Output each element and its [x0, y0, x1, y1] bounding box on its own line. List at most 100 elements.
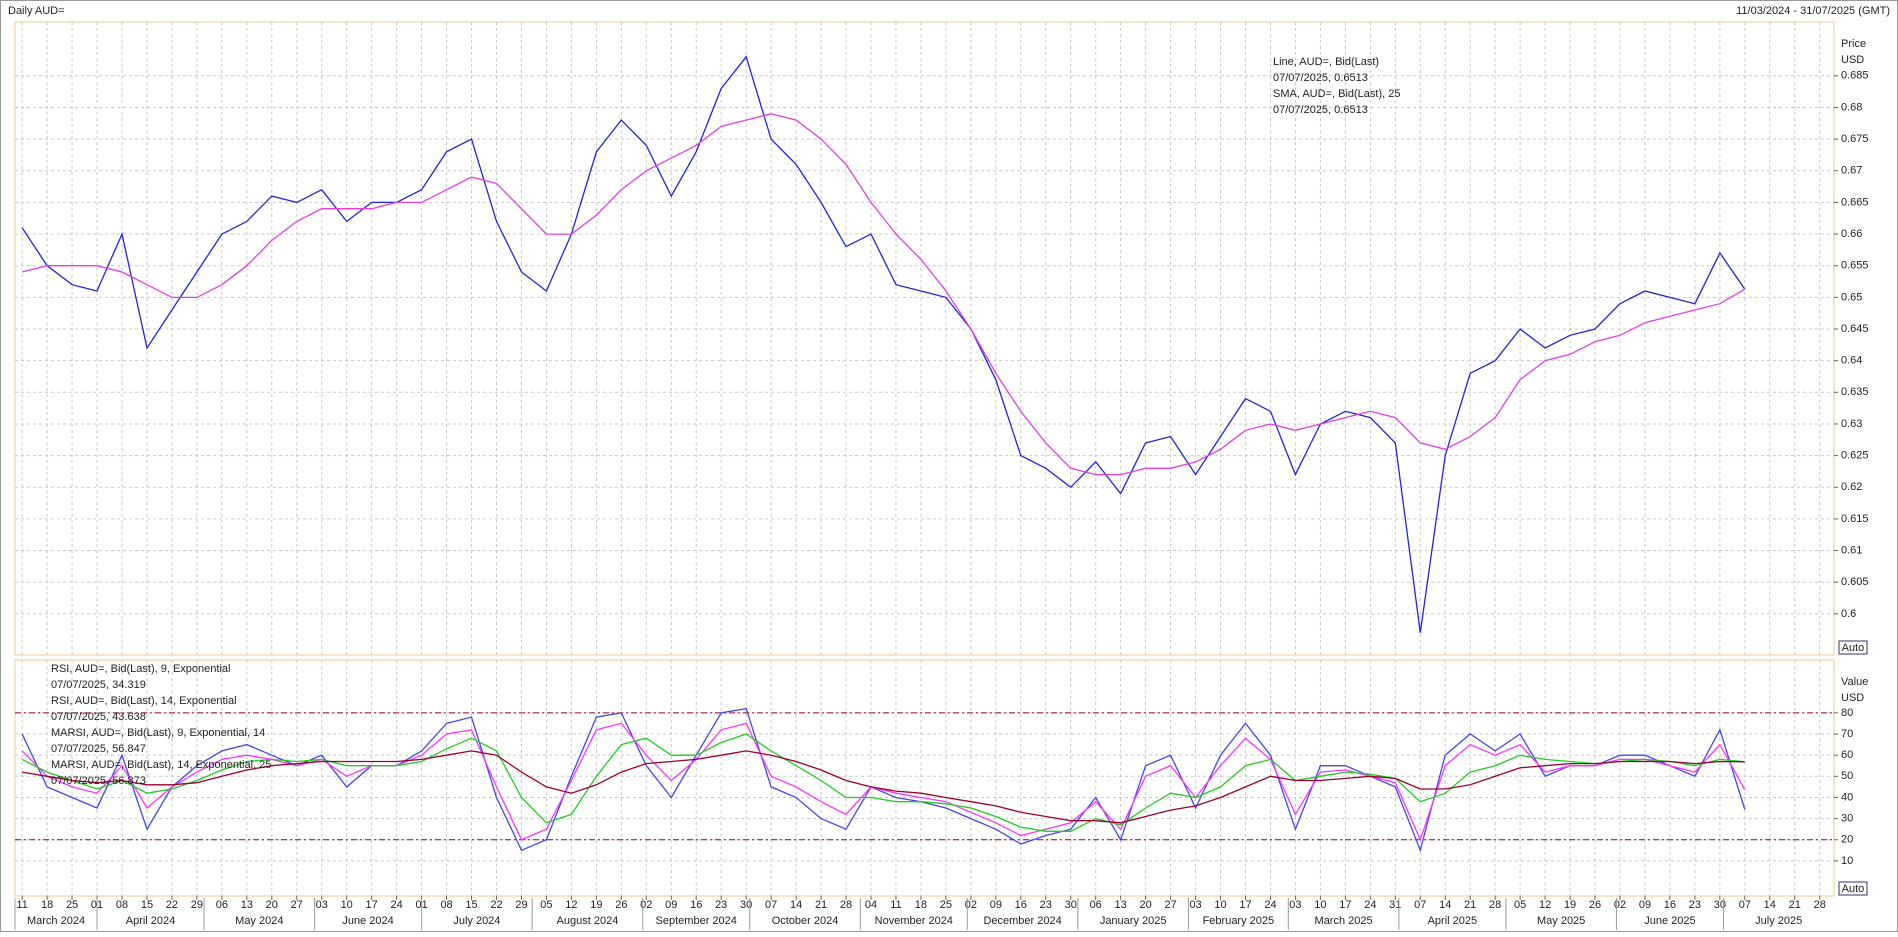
legend-name: RSI, AUD=, Bid(Last), 14, Exponential — [51, 695, 237, 707]
x-tick-label: 22 — [166, 899, 178, 911]
x-tick-label: 26 — [1589, 899, 1601, 911]
x-tick-label: 29 — [515, 899, 527, 911]
x-tick-label: 18 — [41, 899, 53, 911]
auto-button-label[interactable]: Auto — [1842, 883, 1865, 895]
x-tick-label: 03 — [1289, 899, 1301, 911]
x-tick-label: 13 — [1115, 899, 1127, 911]
series-line — [21, 55, 1746, 633]
y-tick-label: 0.625 — [1841, 450, 1869, 462]
x-tick-label: 02 — [1614, 899, 1626, 911]
legend-name: MARSI, AUD=, Bid(Last), 14, Exponential,… — [51, 759, 271, 771]
month-label: August 2024 — [557, 915, 619, 927]
x-tick-label: 31 — [1389, 899, 1401, 911]
x-tick-label: 21 — [1789, 899, 1801, 911]
y-tick-label: 0.63 — [1841, 418, 1862, 430]
month-label: July 2025 — [1755, 915, 1802, 927]
x-tick-label: 17 — [366, 899, 378, 911]
legend-last: 07/07/2025, 34.319 — [51, 679, 146, 691]
month-label: October 2024 — [772, 915, 839, 927]
x-tick-label: 19 — [590, 899, 602, 911]
x-tick-label: 28 — [1814, 899, 1826, 911]
x-tick-label: 20 — [266, 899, 278, 911]
x-tick-label: 11 — [890, 899, 901, 911]
x-tick-label: 04 — [865, 899, 877, 911]
auto-button[interactable] — [1838, 640, 1868, 655]
x-tick-label: 29 — [191, 899, 203, 911]
x-tick-label: 19 — [1564, 899, 1576, 911]
x-tick-label: 14 — [1439, 899, 1451, 911]
month-label: May 2024 — [235, 915, 283, 927]
legend-last: 07/07/2025, 43.638 — [51, 711, 146, 723]
month-label: March 2024 — [27, 915, 85, 927]
x-tick-label: 25 — [940, 899, 952, 911]
x-tick-label: 03 — [316, 899, 328, 911]
x-tick-label: 05 — [1514, 899, 1526, 911]
y-tick-label: 60 — [1841, 749, 1853, 761]
y-tick-label: 40 — [1841, 791, 1853, 803]
x-tick-label: 09 — [1639, 899, 1651, 911]
y-tick-label: 0.605 — [1841, 576, 1869, 588]
plot-area — [14, 21, 1835, 656]
x-tick-label: 14 — [790, 899, 802, 911]
y-tick-label: 0.6 — [1841, 608, 1856, 620]
x-tick-label: 08 — [440, 899, 452, 911]
x-tick-label: 18 — [915, 899, 927, 911]
x-tick-label: 03 — [1189, 899, 1201, 911]
unit-label: USD — [1841, 692, 1864, 704]
month-label: December 2024 — [983, 915, 1061, 927]
y-tick-label: 80 — [1841, 707, 1853, 719]
x-tick-label: 09 — [665, 899, 677, 911]
x-tick-label: 23 — [1040, 899, 1052, 911]
y-tick-label: 0.62 — [1841, 481, 1862, 493]
auto-button[interactable] — [1838, 881, 1868, 896]
y-tick-label: 0.65 — [1841, 291, 1862, 303]
legend-last: 07/07/2025, 0.6513 — [1273, 104, 1368, 116]
x-tick-label: 22 — [490, 899, 502, 911]
y-tick-label: 0.655 — [1841, 260, 1869, 272]
x-tick-label: 20 — [1140, 899, 1152, 911]
legend-last: 07/07/2025, 56.847 — [51, 743, 146, 755]
x-tick-label: 02 — [640, 899, 652, 911]
y-tick-label: 0.615 — [1841, 513, 1869, 525]
y-tick-label: 0.685 — [1841, 70, 1869, 82]
x-tick-label: 10 — [341, 899, 353, 911]
x-tick-label: 25 — [66, 899, 78, 911]
x-tick-label: 24 — [1264, 899, 1276, 911]
month-label: June 2025 — [1644, 915, 1695, 927]
x-tick-label: 16 — [690, 899, 702, 911]
x-tick-label: 15 — [465, 899, 477, 911]
y-tick-label: 0.665 — [1841, 196, 1869, 208]
x-tick-label: 15 — [141, 899, 153, 911]
month-label: February 2025 — [1203, 915, 1275, 927]
auto-button-label[interactable]: Auto — [1842, 642, 1865, 654]
x-tick-label: 09 — [990, 899, 1002, 911]
month-label: May 2025 — [1537, 915, 1585, 927]
month-label: April 2024 — [126, 915, 176, 927]
x-tick-label: 21 — [815, 899, 827, 911]
x-tick-label: 12 — [565, 899, 577, 911]
legend-name: Line, AUD=, Bid(Last) — [1273, 56, 1379, 68]
x-tick-label: 24 — [1364, 899, 1376, 911]
x-tick-label: 16 — [1664, 899, 1676, 911]
month-label: April 2025 — [1428, 915, 1478, 927]
y-tick-label: 10 — [1841, 855, 1853, 867]
x-tick-label: 07 — [1414, 899, 1426, 911]
month-label: September 2024 — [656, 915, 737, 927]
x-tick-label: 21 — [1464, 899, 1476, 911]
month-label: January 2025 — [1100, 915, 1167, 927]
axis-label: Value — [1841, 676, 1868, 688]
y-tick-label: 0.635 — [1841, 386, 1869, 398]
y-tick-label: 0.68 — [1841, 101, 1862, 113]
month-label: June 2024 — [342, 915, 393, 927]
y-tick-label: 20 — [1841, 834, 1853, 846]
x-tick-label: 13 — [241, 899, 253, 911]
legend-name: MARSI, AUD=, Bid(Last), 9, Exponential, … — [51, 727, 265, 739]
x-tick-label: 17 — [1239, 899, 1251, 911]
x-tick-label: 16 — [1015, 899, 1027, 911]
x-tick-label: 06 — [216, 899, 228, 911]
series-line — [21, 750, 1745, 824]
date-range: 11/03/2024 - 31/07/2025 (GMT) — [1736, 5, 1890, 17]
x-tick-label: 23 — [715, 899, 727, 911]
axis-label: Price — [1841, 38, 1866, 50]
